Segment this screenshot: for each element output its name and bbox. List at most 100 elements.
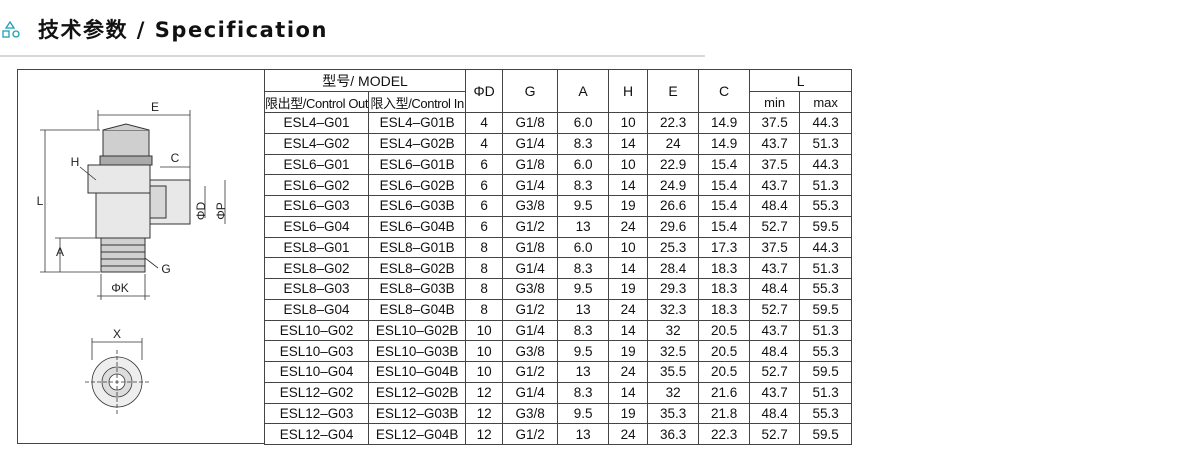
table-cell: ESL10–G02B [368, 319, 467, 342]
table-cell: 8 [465, 278, 504, 300]
table-cell: 18.3 [698, 278, 751, 300]
table-cell: G1/8 [502, 236, 559, 259]
table-cell: 17.3 [698, 236, 751, 259]
table-cell: 20.5 [698, 340, 751, 362]
table-cell: 51.3 [799, 132, 853, 155]
dimension-label: ΦK [111, 281, 129, 295]
header-cell: ΦD [465, 69, 504, 113]
table-cell: 9.5 [557, 195, 610, 217]
table-cell: 14 [608, 174, 649, 196]
table-cell: 12 [465, 423, 504, 445]
table-cell: 51.3 [799, 381, 853, 404]
table-cell: 19 [608, 402, 649, 425]
dimension-label: A [56, 245, 64, 259]
table-cell: ESL12–G03 [263, 402, 370, 425]
table-cell: ESL10–G04 [263, 361, 370, 383]
fitting-drawing [87, 123, 191, 273]
table-cell: ESL12–G02B [368, 381, 467, 404]
table-cell: G1/2 [502, 361, 559, 383]
table-cell: 20.5 [698, 319, 751, 342]
table-cell: 44.3 [799, 153, 853, 176]
table-cell: 52.7 [749, 298, 801, 321]
table-cell: 18.3 [698, 298, 751, 321]
table-cell: G1/4 [502, 319, 559, 342]
table-cell: 13 [557, 298, 610, 321]
table-row: ESL12–G04 ESL12–G04B 12 G1/2 13 24 36.3 22.3 52.… [263, 423, 853, 445]
table-cell: 51.3 [799, 174, 853, 196]
table-cell: 59.5 [799, 215, 853, 238]
table-cell: 21.8 [698, 402, 751, 425]
table-cell: 24 [608, 423, 649, 445]
table-cell: 14 [608, 132, 649, 155]
table-cell: ESL6–G02 [263, 174, 370, 196]
table-cell: 21.6 [698, 381, 751, 404]
table-cell: 43.7 [749, 319, 801, 342]
dimension-label: C [171, 151, 180, 165]
table-cell: ESL10–G02 [263, 319, 370, 342]
table-cell: 10 [465, 361, 504, 383]
table-cell: G1/4 [502, 174, 559, 196]
table-cell: 24 [647, 132, 700, 155]
table-cell: ESL6–G03 [263, 195, 370, 217]
table-cell: G1/2 [502, 215, 559, 238]
table-row: ESL6–G01 ESL6–G01B 6 G1/8 6.0 10 22.9 15.4 37.5 4… [263, 153, 853, 176]
header-cell: L [749, 69, 853, 92]
table-cell: ESL6–G01 [263, 153, 370, 176]
table-cell: 10 [465, 319, 504, 342]
dimension-label: ΦD [194, 202, 208, 221]
table-cell: 4 [465, 132, 504, 155]
table-cell: 18.3 [698, 257, 751, 279]
table-cell: 24 [608, 298, 649, 321]
table-cell: 9.5 [557, 340, 610, 362]
table-cell: ESL4–G01B [368, 112, 467, 134]
table-cell: 15.4 [698, 195, 751, 217]
table-cell: ESL10–G03B [368, 340, 467, 362]
table-cell: ESL4–G01 [263, 112, 370, 134]
table-cell: G1/8 [502, 112, 559, 134]
table-cell: 51.3 [799, 319, 853, 342]
table-cell: 37.5 [749, 153, 801, 176]
header-cell: max [799, 91, 853, 113]
table-cell: 14.9 [698, 112, 751, 134]
table-cell: 10 [608, 112, 649, 134]
dimension-lines [40, 110, 226, 414]
table-cell: ESL8–G01B [368, 236, 467, 259]
table-cell: 4 [465, 112, 504, 134]
table-cell: 48.4 [749, 402, 801, 425]
table-cell: 24.9 [647, 174, 700, 196]
table-cell: ESL6–G04B [368, 215, 467, 238]
table-cell: 6 [465, 153, 504, 176]
table-cell: G1/4 [502, 381, 559, 404]
table-cell: 20.5 [698, 361, 751, 383]
table-cell: 44.3 [799, 112, 853, 134]
table-cell: 12 [465, 402, 504, 425]
header-cell: H [608, 69, 649, 113]
table-cell: ESL8–G01 [263, 236, 370, 259]
table-cell: 14 [608, 319, 649, 342]
table-cell: G3/8 [502, 195, 559, 217]
table-cell: 43.7 [749, 174, 801, 196]
header-cell: 限入型/Control In [368, 91, 467, 113]
table-cell: G1/4 [502, 132, 559, 155]
section-title: 技术参数 / Specification [38, 18, 328, 42]
table-cell: ESL12–G04B [368, 423, 467, 445]
table-cell: 14 [608, 381, 649, 404]
table-cell: 10 [465, 340, 504, 362]
table-row: ESL12–G02 ESL12–G02B 12 G1/4 8.3 14 32 21.6 43.7… [263, 381, 853, 404]
table-cell: 8.3 [557, 174, 610, 196]
dimension-label: X [113, 327, 121, 341]
header-cell: min [749, 91, 801, 113]
header-cell: A [557, 69, 610, 113]
table-cell: G1/2 [502, 298, 559, 321]
table-cell: 15.4 [698, 215, 751, 238]
table-row: ESL10–G02 ESL10–G02B 10 G1/4 8.3 14 32 20.5 43.7… [263, 319, 853, 342]
header-cell: G [502, 69, 559, 113]
dimension-label: L [37, 194, 44, 208]
table-cell: 22.9 [647, 153, 700, 176]
table-cell: 10 [608, 236, 649, 259]
table-cell: 48.4 [749, 278, 801, 300]
table-cell: 6 [465, 174, 504, 196]
dimension-label: H [71, 155, 80, 169]
table-cell: 24 [608, 361, 649, 383]
table-cell: ESL12–G02 [263, 381, 370, 404]
